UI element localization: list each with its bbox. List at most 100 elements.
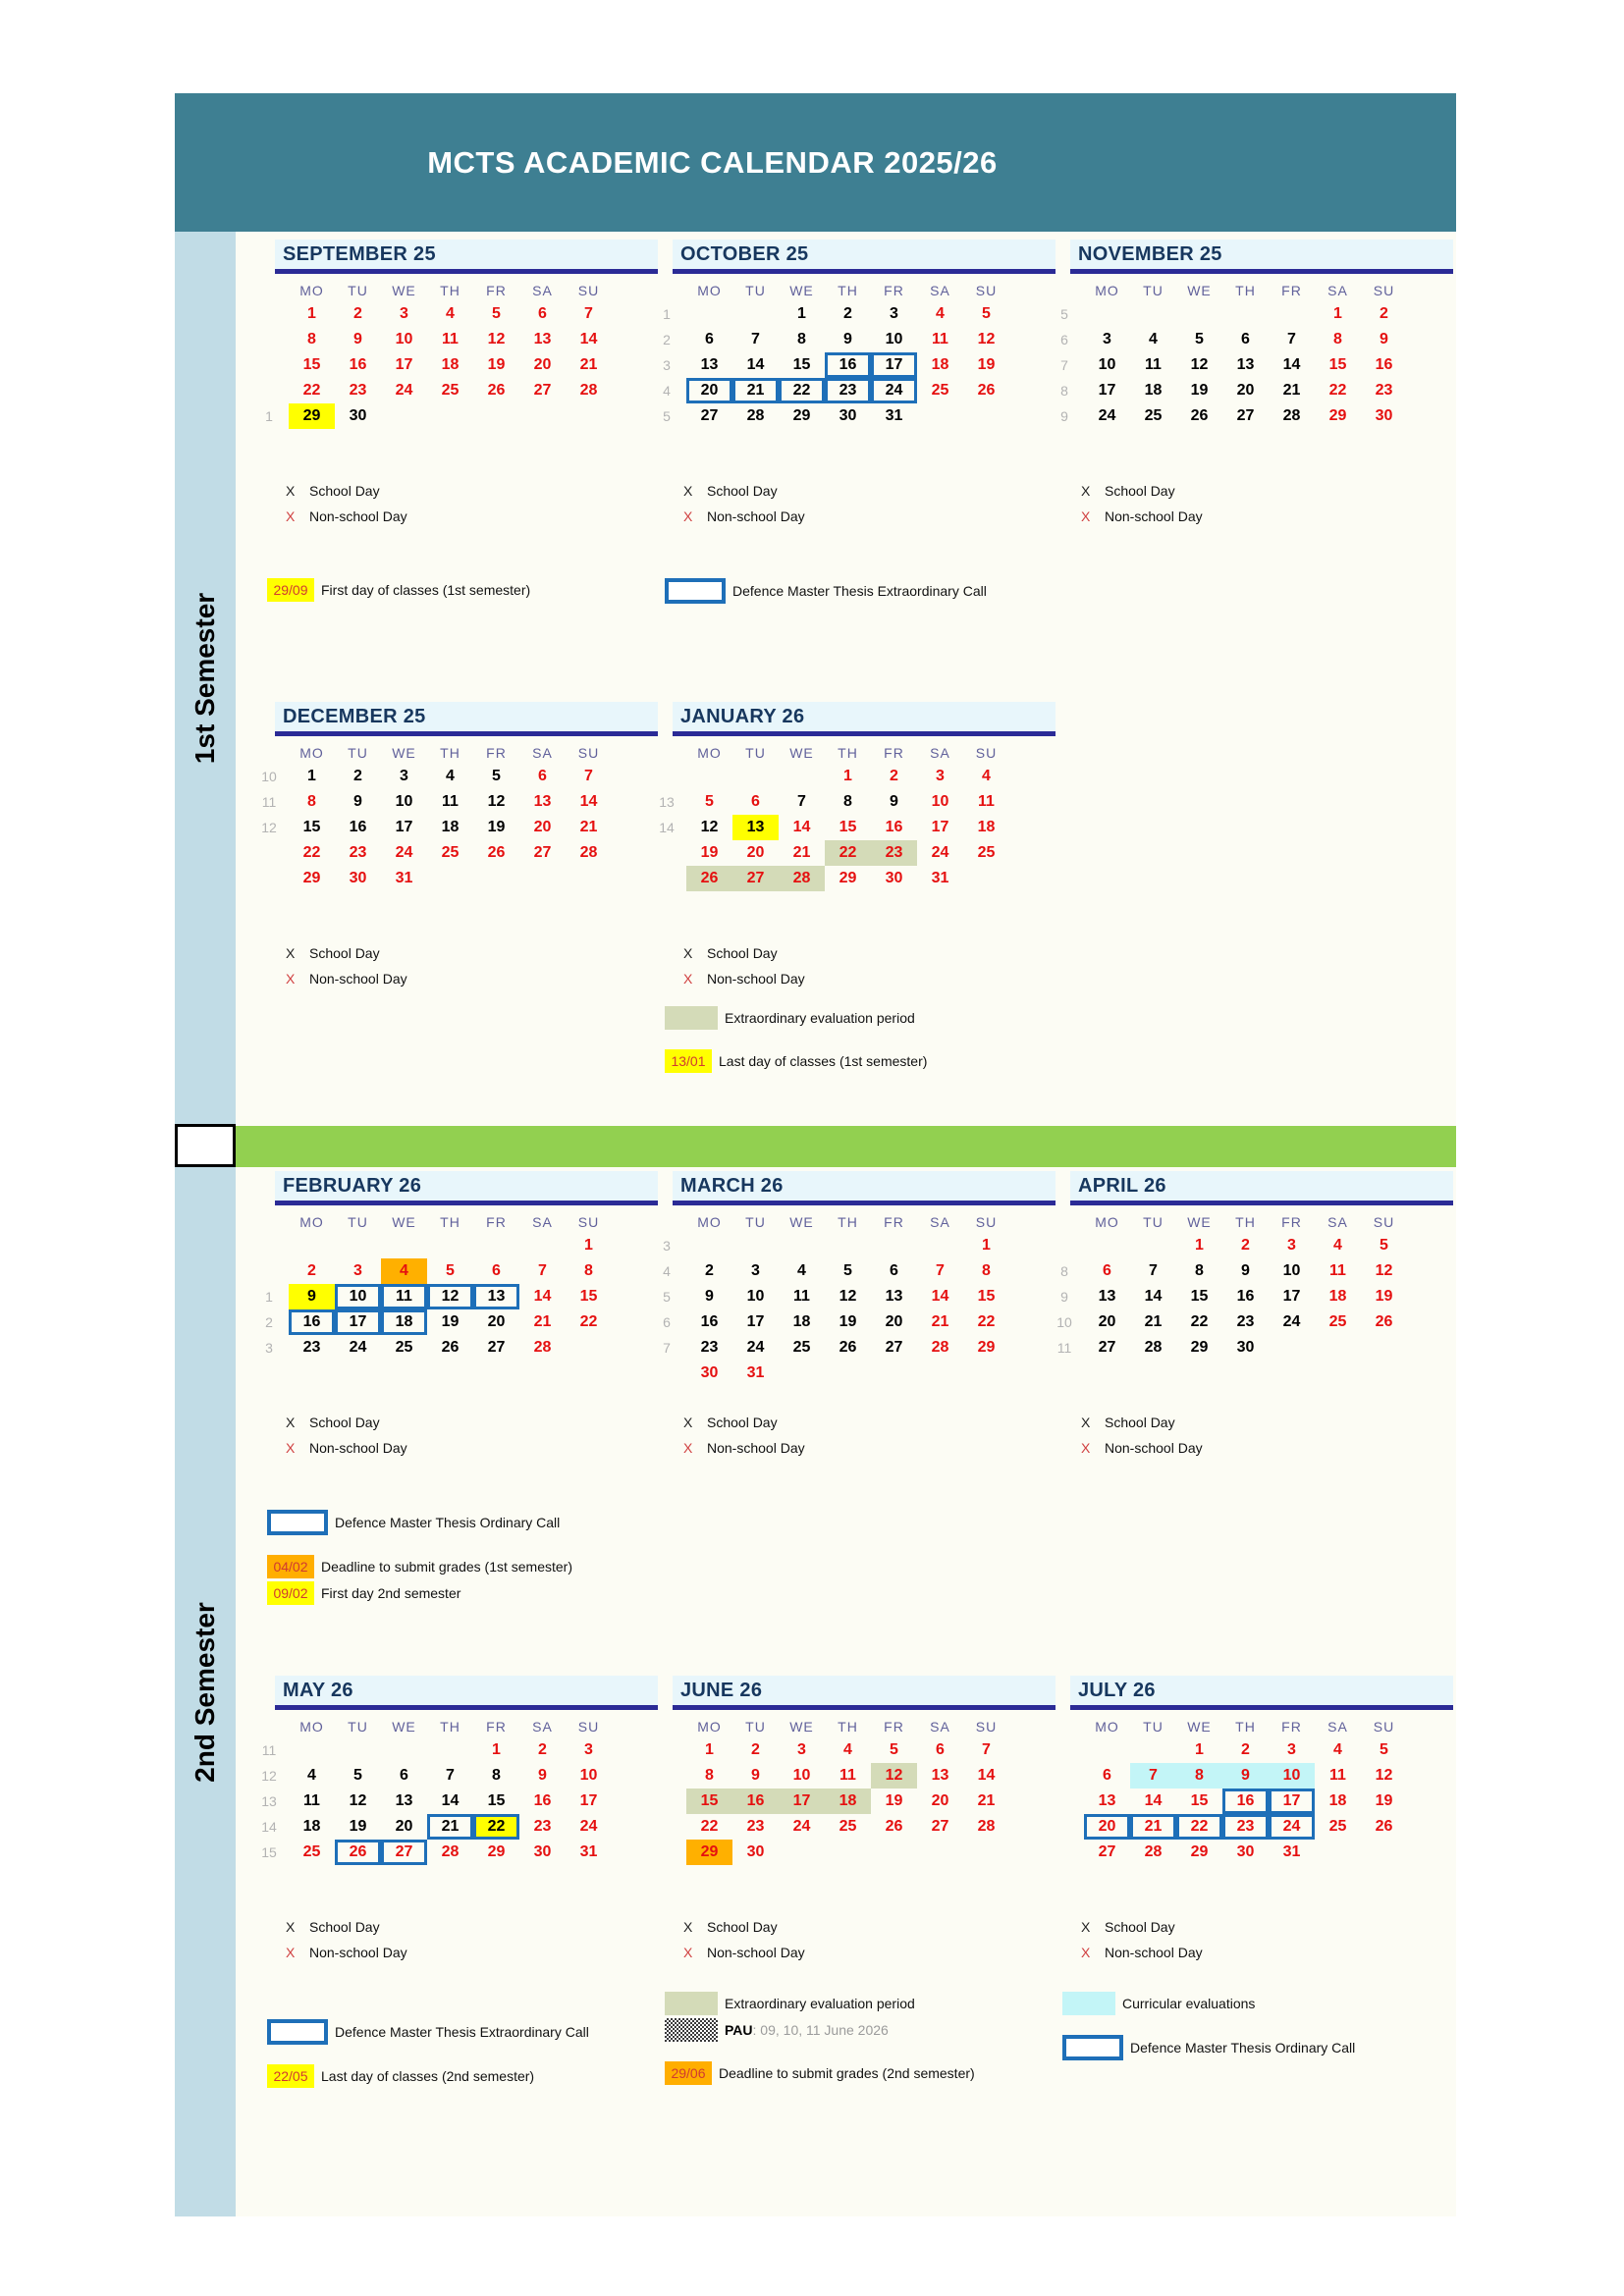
week-number: 1 <box>663 306 671 322</box>
weekday-header: SU <box>975 1214 998 1230</box>
day-cell <box>289 1737 335 1763</box>
weekday-header: TU <box>745 283 766 298</box>
semester-divider-bar <box>236 1126 1456 1167</box>
day-cell: 4 <box>843 1741 852 1758</box>
x-label: School Day <box>1105 1918 1175 1935</box>
day-cell: 5 <box>890 1741 898 1758</box>
day-cell: 22 <box>579 1313 598 1330</box>
day-cell <box>871 1361 917 1386</box>
day-cell: 15 <box>839 819 857 835</box>
week-number: 11 <box>1056 1340 1072 1356</box>
day-cell: 26 <box>335 1840 381 1865</box>
week-row: 1 2 3 4 5 6 7 <box>249 301 658 327</box>
day-cell: 8 <box>1333 331 1342 347</box>
day-cell: 1 <box>1195 1741 1204 1758</box>
weekday-header: SU <box>577 1719 600 1735</box>
weekday-header: WE <box>1187 1719 1212 1735</box>
day-cell: 19 <box>349 1818 367 1835</box>
legend-label: Defence Master Thesis Extraordinary Call <box>732 583 987 599</box>
school-day-legend: X School Day X Non-school Day <box>286 482 407 524</box>
day-cell: 3 <box>400 305 408 322</box>
day-cell: 9 <box>1241 1262 1250 1279</box>
day-cell: 11 <box>442 331 459 347</box>
day-cell <box>566 403 612 429</box>
day-cell <box>1315 1335 1361 1361</box>
weekday-header: SA <box>1327 283 1348 298</box>
weekday-header: WE <box>789 283 814 298</box>
week-row: 14 12 13 14 15 16 17 18 <box>647 815 1056 840</box>
weekday-header: WE <box>1187 1214 1212 1230</box>
month-title: MARCH 26 <box>680 1174 784 1197</box>
week-number: 14 <box>261 1819 277 1835</box>
x-mark: X <box>286 1918 296 1935</box>
day-cell: 14 <box>1144 1792 1163 1809</box>
x-label: Non-school Day <box>1105 507 1203 524</box>
day-cell: 27 <box>533 844 552 861</box>
day-cell <box>381 1737 427 1763</box>
day-cell: 3 <box>890 305 898 322</box>
day-cell: 27 <box>381 1840 427 1865</box>
legend-nonschool-day: X Non-school Day <box>286 1439 407 1456</box>
day-cell <box>427 866 473 891</box>
legend-nonschool-day: X Non-school Day <box>683 1944 805 1960</box>
day-cell: 30 <box>885 870 903 886</box>
weekday-header: SU <box>975 1719 998 1735</box>
month-title: JUNE 26 <box>680 1679 763 1701</box>
week-number: 11 <box>261 794 277 810</box>
day-cell: 21 <box>977 1792 996 1809</box>
week-number <box>249 840 289 866</box>
day-cell: 27 <box>1098 1843 1116 1860</box>
day-cell: 18 <box>381 1309 427 1335</box>
day-cell: 18 <box>931 356 949 373</box>
day-cell: 10 <box>1282 1262 1301 1279</box>
day-cell: 21 <box>792 844 811 861</box>
x-label: School Day <box>1105 1414 1175 1430</box>
day-cell: 8 <box>843 793 852 810</box>
day-cell: 1 <box>843 768 852 784</box>
month-grid: 1 2 3 4 5 6 7 8 1 9 10 11 12 13 14 15 2 16 17 18 19 20 21 22 3 23… <box>249 1233 658 1361</box>
week-row: 8 6 7 8 9 10 11 12 <box>1045 1258 1453 1284</box>
day-cell <box>1130 301 1176 327</box>
day-cell: 16 <box>349 819 367 835</box>
day-cell: 11 <box>839 1767 856 1784</box>
day-cell: 13 <box>473 1284 519 1309</box>
day-cell: 20 <box>1084 1814 1130 1840</box>
day-cell: 3 <box>1287 1237 1296 1254</box>
weekday-header: MO <box>299 1214 324 1230</box>
week-row: 4 2 3 4 5 6 7 8 <box>647 1258 1056 1284</box>
week-number: 1 <box>265 408 273 424</box>
day-cell: 3 <box>936 768 945 784</box>
month-grid: 5 1 2 6 3 4 5 6 7 8 9 7 10 11 12 13 14 15 16 8 17 18 19 20 21 22 2… <box>1045 301 1453 429</box>
x-label: Non-school Day <box>309 507 407 524</box>
day-cell <box>427 1737 473 1763</box>
day-cell: 23 <box>825 378 871 403</box>
school-day-legend: X School Day X Non-school Day <box>683 944 805 987</box>
day-cell: 26 <box>1190 407 1209 424</box>
day-cell: 19 <box>839 1313 857 1330</box>
day-cell: 27 <box>1098 1339 1116 1356</box>
day-cell: 30 <box>533 1843 552 1860</box>
legend-label: Defence Master Thesis Ordinary Call <box>335 1515 561 1530</box>
week-row: 6 16 17 18 19 20 21 22 <box>647 1309 1056 1335</box>
weekday-header: SU <box>1373 1719 1395 1735</box>
week-number: 6 <box>1060 332 1068 347</box>
day-cell: 28 <box>1144 1843 1163 1860</box>
month-title-band: DECEMBER 25 <box>275 702 658 731</box>
month-legend-extras: Extraordinary evaluation period PAU: 09, … <box>665 1992 975 2085</box>
day-cell: 29 <box>302 870 321 886</box>
day-cell: 28 <box>977 1818 996 1835</box>
day-cell: 1 <box>1195 1237 1204 1254</box>
x-mark-red: X <box>1081 1944 1091 1960</box>
weekday-header: SU <box>975 745 998 761</box>
month-title: OCTOBER 25 <box>680 242 809 265</box>
legend-group: 13/01 Last day of classes (1st semester) <box>665 1049 927 1073</box>
day-cell: 15 <box>579 1288 598 1305</box>
x-label: Non-school Day <box>707 1944 805 1960</box>
day-cell: 10 <box>395 793 413 810</box>
x-mark: X <box>1081 1918 1091 1935</box>
weekday-header: FR <box>1281 1214 1302 1230</box>
legend-item: Defence Master Thesis Extraordinary Call <box>267 2019 589 2045</box>
week-row: 5 9 10 11 12 13 14 15 <box>647 1284 1056 1309</box>
day-cell <box>519 403 566 429</box>
week-row: 11 1 2 3 <box>249 1737 658 1763</box>
